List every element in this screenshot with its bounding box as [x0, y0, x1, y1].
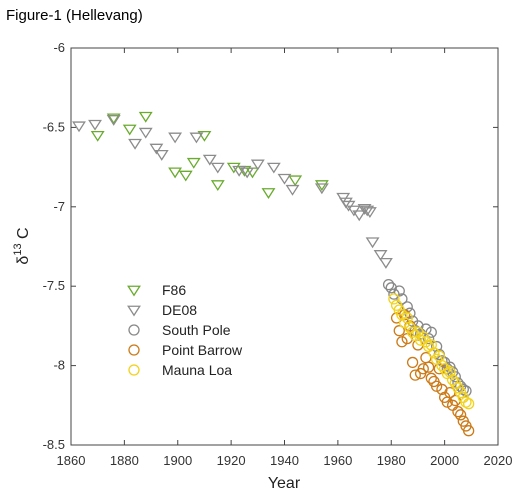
data-point-f86 — [314, 180, 329, 192]
data-point-de08 — [88, 119, 102, 131]
y-tick-label: -7.5 — [43, 278, 65, 293]
data-point-de08 — [378, 257, 393, 269]
y-axis-label-tail: C — [15, 227, 32, 243]
legend-marker-point-barrow — [128, 344, 140, 356]
x-tick-label: 1860 — [57, 453, 86, 468]
data-point-f86 — [106, 113, 121, 125]
data-point-south-pole — [422, 332, 435, 345]
x-tick-label: 1960 — [323, 453, 352, 468]
data-point-de08 — [277, 173, 292, 185]
legend-marker-south-pole — [128, 324, 140, 336]
data-point-de08 — [373, 250, 388, 261]
data-point-south-pole — [393, 285, 405, 297]
y-tick-label: -8 — [53, 358, 65, 373]
data-point-f86 — [226, 162, 241, 174]
y-tick-label: -6.5 — [43, 119, 65, 134]
legend-marker-mauna-loa — [128, 364, 140, 376]
data-point-mauna-loa — [425, 339, 437, 351]
x-tick-label: 1940 — [270, 453, 299, 468]
data-point-f86 — [261, 188, 276, 199]
data-point-south-pole — [382, 278, 395, 291]
data-point-point-barrow — [417, 363, 429, 375]
data-point-point-barrow — [462, 425, 475, 437]
data-point-de08 — [149, 143, 164, 155]
data-point-f86 — [168, 167, 183, 179]
x-tick-label: 1920 — [217, 453, 246, 468]
data-point-de08 — [154, 149, 169, 161]
data-point-de08 — [189, 132, 204, 144]
data-point-de08 — [362, 207, 377, 219]
legend-label-mauna-loa: Mauna Loa — [162, 362, 232, 378]
data-point-f86 — [122, 124, 137, 136]
y-axis-label-main: δ — [15, 256, 32, 265]
data-point-de08 — [360, 205, 375, 217]
data-point-mauna-loa — [460, 396, 472, 408]
data-point-south-pole — [457, 383, 469, 396]
data-point-f86 — [210, 180, 225, 192]
data-point-f86 — [178, 170, 193, 182]
data-point-de08 — [240, 167, 255, 179]
data-point-point-barrow — [452, 406, 464, 418]
legend-marker-f86 — [127, 285, 141, 297]
data-point-mauna-loa — [436, 359, 448, 372]
x-axis-label: Year — [268, 475, 301, 492]
data-point-mauna-loa — [388, 293, 400, 305]
data-point-mauna-loa — [414, 334, 427, 346]
legend-label-south-pole: South Pole — [162, 322, 231, 338]
legend-label-de08: DE08 — [162, 302, 197, 318]
data-point-de08 — [138, 127, 153, 139]
x-tick-label: 2000 — [430, 453, 459, 468]
data-point-point-barrow — [422, 361, 435, 373]
data-point-de08 — [202, 154, 217, 166]
data-point-point-barrow — [406, 356, 419, 369]
y-tick-label: -8.5 — [43, 437, 65, 452]
data-point-f86 — [90, 130, 105, 142]
data-point-de08 — [365, 237, 380, 249]
x-tick-label: 1900 — [163, 453, 192, 468]
data-point-f86 — [197, 130, 212, 142]
x-tick-label: 2020 — [484, 453, 513, 468]
y-tick-label: -6 — [53, 40, 65, 55]
y-axis-label-superscript: 13 — [12, 243, 24, 255]
data-point-de08 — [128, 138, 142, 150]
data-point-de08 — [285, 184, 300, 196]
data-point-de08 — [357, 203, 372, 215]
data-point-f86 — [138, 111, 153, 123]
data-point-mauna-loa — [446, 374, 459, 386]
legend-label-point-barrow: Point Barrow — [162, 342, 243, 358]
data-point-de08 — [314, 183, 329, 195]
x-tick-label: 1880 — [110, 453, 139, 468]
figure-title: Figure-1 (Hellevang) — [6, 7, 143, 24]
data-point-de08 — [352, 210, 367, 222]
axis-ticks: 1860 1880 1900 1920 1940 1960 1980 2000 2020 -6 -6… — [43, 40, 513, 468]
data-point-mauna-loa — [462, 398, 475, 410]
data-point-point-barrow — [409, 369, 421, 381]
data-point-de08 — [72, 121, 86, 133]
data-point-f86 — [288, 175, 303, 187]
plot-frame — [70, 47, 499, 446]
data-point-de08 — [266, 162, 281, 174]
data-point-de08 — [106, 115, 121, 126]
data-point-de08 — [210, 162, 225, 174]
data-point-f86 — [186, 157, 201, 169]
data-points — [72, 111, 475, 437]
y-tick-label: -7 — [53, 199, 65, 214]
y-axis-label: δ13 C — [12, 227, 32, 264]
data-point-de08 — [168, 132, 183, 144]
data-point-point-barrow — [454, 409, 467, 421]
data-point-point-barrow — [425, 372, 437, 384]
x-tick-label: 1980 — [377, 453, 406, 468]
legend-label-f86: F86 — [162, 282, 186, 298]
data-point-mauna-loa — [444, 366, 456, 378]
data-point-mauna-loa — [406, 326, 419, 338]
data-point-point-barrow — [393, 325, 405, 337]
legend-marker-de08 — [127, 305, 141, 317]
data-point-de08 — [232, 165, 247, 177]
data-point-de08 — [250, 159, 265, 171]
legend: F86 DE08 South Pole Point Barrow Mauna Loa — [127, 282, 243, 378]
